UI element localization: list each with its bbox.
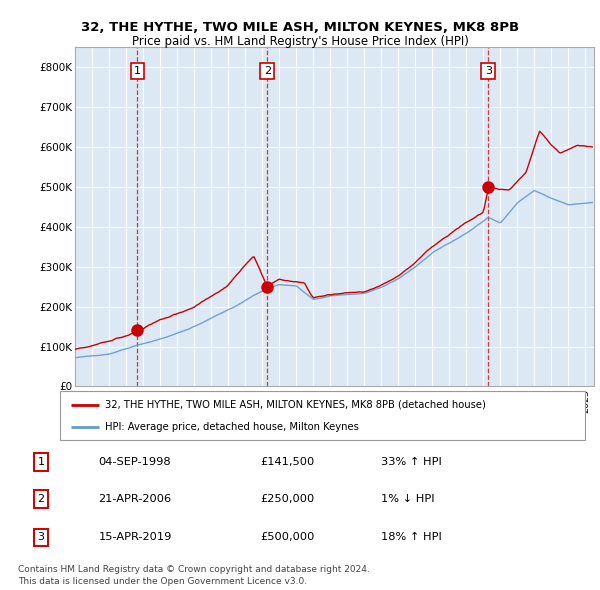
Text: 1: 1	[134, 66, 141, 76]
Text: HPI: Average price, detached house, Milton Keynes: HPI: Average price, detached house, Milt…	[104, 422, 359, 432]
Text: 15-APR-2019: 15-APR-2019	[98, 532, 172, 542]
Text: 33% ↑ HPI: 33% ↑ HPI	[381, 457, 442, 467]
Text: £500,000: £500,000	[260, 532, 314, 542]
Text: 04-SEP-1998: 04-SEP-1998	[98, 457, 171, 467]
Text: 32, THE HYTHE, TWO MILE ASH, MILTON KEYNES, MK8 8PB (detached house): 32, THE HYTHE, TWO MILE ASH, MILTON KEYN…	[104, 399, 485, 409]
Text: £250,000: £250,000	[260, 494, 314, 504]
Text: 1% ↓ HPI: 1% ↓ HPI	[381, 494, 434, 504]
FancyBboxPatch shape	[60, 391, 585, 440]
Text: Contains HM Land Registry data © Crown copyright and database right 2024.: Contains HM Land Registry data © Crown c…	[18, 565, 370, 574]
Text: 2: 2	[264, 66, 271, 76]
Text: Price paid vs. HM Land Registry's House Price Index (HPI): Price paid vs. HM Land Registry's House …	[131, 35, 469, 48]
Text: 21-APR-2006: 21-APR-2006	[98, 494, 172, 504]
Text: This data is licensed under the Open Government Licence v3.0.: This data is licensed under the Open Gov…	[18, 577, 307, 586]
Text: 3: 3	[38, 532, 44, 542]
Text: 3: 3	[485, 66, 492, 76]
Text: £141,500: £141,500	[260, 457, 314, 467]
Text: 32, THE HYTHE, TWO MILE ASH, MILTON KEYNES, MK8 8PB: 32, THE HYTHE, TWO MILE ASH, MILTON KEYN…	[81, 21, 519, 34]
Text: 1: 1	[38, 457, 44, 467]
Text: 18% ↑ HPI: 18% ↑ HPI	[381, 532, 442, 542]
Text: 2: 2	[37, 494, 44, 504]
